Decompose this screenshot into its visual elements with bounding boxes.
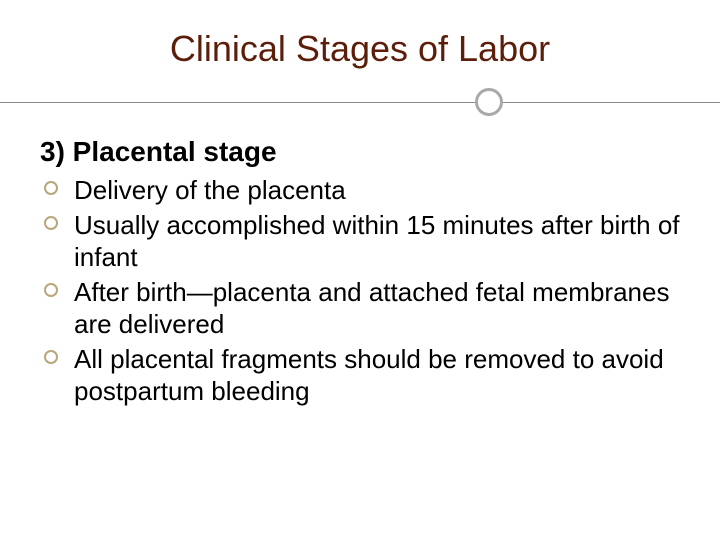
list-item: After birth—placenta and attached fetal … [40, 276, 690, 341]
bullet-list: Delivery of the placenta Usually accompl… [40, 174, 690, 408]
bullet-text: All placental fragments should be remove… [74, 344, 664, 407]
bullet-circle-icon [44, 350, 58, 364]
list-item: All placental fragments should be remove… [40, 343, 690, 408]
bullet-circle-icon [44, 283, 58, 297]
bullet-text: Delivery of the placenta [74, 175, 346, 205]
slide-title: Clinical Stages of Labor [0, 0, 720, 88]
content-area: 3) Placental stage Delivery of the place… [0, 116, 720, 408]
bullet-text: Usually accomplished within 15 minutes a… [74, 210, 680, 273]
slide-container: Clinical Stages of Labor 3) Placental st… [0, 0, 720, 540]
list-item: Delivery of the placenta [40, 174, 690, 207]
bullet-circle-icon [44, 181, 58, 195]
bullet-circle-icon [44, 216, 58, 230]
divider-line [0, 102, 720, 103]
subheading: 3) Placental stage [40, 136, 690, 168]
bullet-text: After birth—placenta and attached fetal … [74, 277, 669, 340]
list-item: Usually accomplished within 15 minutes a… [40, 209, 690, 274]
divider-circle-icon [475, 88, 503, 116]
title-divider [0, 88, 720, 116]
